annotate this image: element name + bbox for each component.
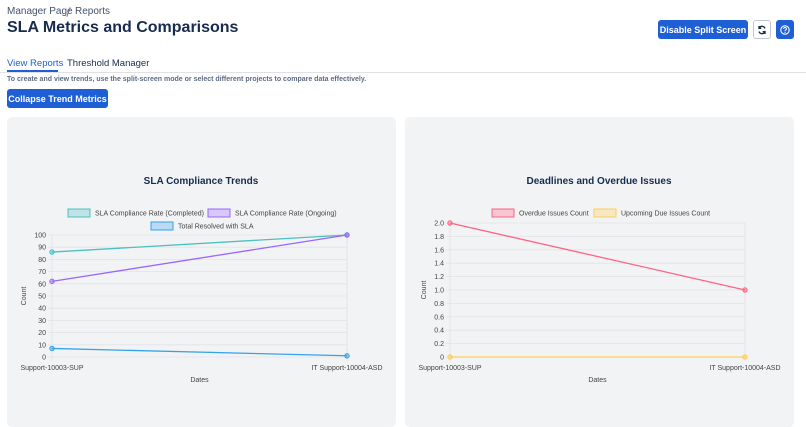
y-tick-label: 10 (38, 342, 46, 349)
y-tick-label: 1.0 (434, 288, 444, 295)
legend-label: Upcoming Due Issues Count (621, 211, 710, 218)
data-point (742, 354, 748, 360)
y-axis-label: Count (421, 281, 428, 300)
collapse-button[interactable]: Collapse Trend Metrics (7, 89, 108, 108)
tab[interactable]: Threshold Manager (67, 58, 150, 69)
description: To create and view trends, use the split… (7, 76, 367, 83)
data-point (447, 354, 453, 360)
data-point (49, 345, 55, 352)
series-line (449, 222, 746, 291)
y-axis-label: Count (21, 287, 28, 306)
y-tick-label: 100 (34, 233, 46, 240)
y-tick-label: 1.8 (434, 234, 444, 241)
y-tick-label: 1.6 (434, 247, 444, 254)
data-point (742, 287, 748, 293)
tab-indicator (7, 70, 58, 72)
data-point (344, 353, 350, 359)
series-line (51, 234, 348, 253)
data-point (344, 232, 350, 238)
y-tick-label: 0.2 (434, 341, 444, 348)
y-tick-label: 0.8 (434, 301, 444, 308)
breadcrumb-current: Reports (75, 6, 111, 17)
series-line (51, 234, 348, 283)
tab-divider (0, 72, 806, 73)
y-tick-label: 40 (38, 306, 46, 313)
y-tick-label: 0 (42, 355, 46, 362)
legend-label: Overdue Issues Count (519, 211, 589, 218)
refresh-button[interactable] (753, 20, 771, 39)
x-tick-label: IT Support-10004-ASD (311, 365, 382, 372)
x-tick-label: Support-10003-SUP (20, 365, 83, 372)
x-axis-label: Dates (190, 377, 209, 384)
y-tick-label: 20 (38, 330, 46, 337)
x-axis-label: Dates (588, 377, 607, 384)
data-point (49, 249, 55, 255)
x-tick-label: Support-10003-SUP (418, 365, 481, 372)
x-tick-label: IT Support-10004-ASD (709, 365, 780, 372)
y-tick-label: 90 (38, 245, 46, 252)
y-tick-label: 50 (38, 294, 46, 301)
y-tick-label: 0 (440, 355, 444, 362)
legend-swatch (491, 208, 515, 218)
legend-swatch (593, 208, 617, 218)
page-title: SLA Metrics and Comparisons (7, 19, 239, 36)
y-tick-label: 60 (38, 281, 46, 288)
legend-swatch (150, 221, 174, 231)
breadcrumb-link[interactable]: Manager Page (7, 6, 73, 17)
data-point (447, 220, 453, 226)
data-point (49, 278, 55, 285)
y-tick-label: 1.2 (434, 274, 444, 281)
y-tick-label: 70 (38, 269, 46, 276)
help-icon (780, 24, 790, 35)
y-tick-label: 2.0 (434, 221, 444, 228)
y-tick-label: 1.4 (434, 261, 444, 268)
split-screen-button[interactable]: Disable Split Screen (658, 20, 748, 39)
chart-panel (405, 117, 794, 427)
legend-label: SLA Compliance Rate (Completed) (95, 211, 204, 218)
y-tick-label: 0.4 (434, 328, 444, 335)
refresh-icon (758, 25, 766, 34)
y-tick-label: 30 (38, 318, 46, 325)
chart-title: Deadlines and Overdue Issues (526, 176, 671, 187)
chart-title: SLA Compliance Trends (144, 176, 259, 187)
legend-label: SLA Compliance Rate (Ongoing) (235, 211, 337, 218)
y-tick-label: 80 (38, 257, 46, 264)
help-button[interactable] (776, 20, 794, 39)
y-tick-label: 0.6 (434, 314, 444, 321)
legend-swatch (67, 208, 91, 218)
series-line (51, 347, 348, 357)
legend-label: Total Resolved with SLA (178, 224, 254, 231)
tab-active[interactable]: View Reports (7, 58, 64, 69)
legend-swatch (207, 208, 231, 218)
